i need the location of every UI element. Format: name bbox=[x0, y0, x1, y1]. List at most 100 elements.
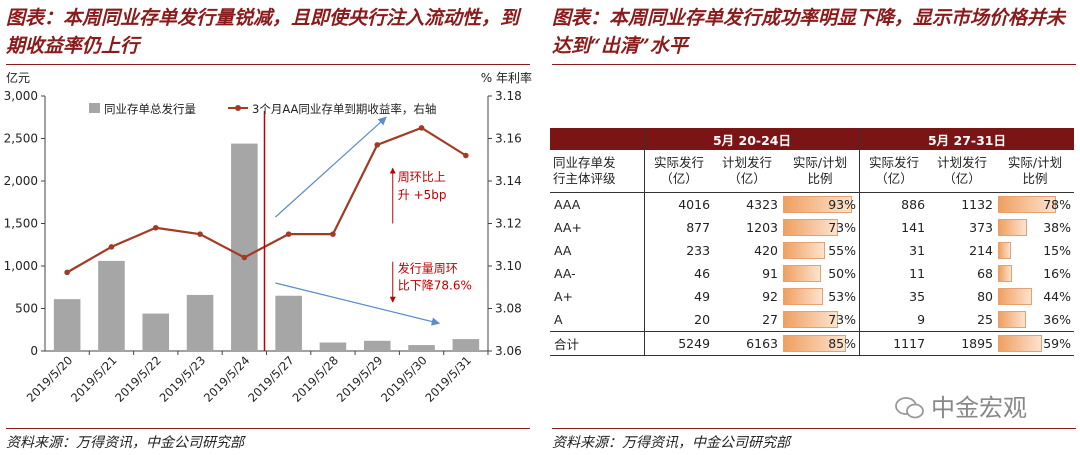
w2-actual-cell: 35 bbox=[909, 289, 926, 304]
w1-planned-cell: 4323 bbox=[746, 197, 778, 212]
w2-planned-cell: 80 bbox=[977, 289, 993, 304]
w1-planned-cell: 6163 bbox=[713, 331, 781, 356]
x-tick-label: 2019/5/24 bbox=[201, 353, 253, 405]
actual-header-1: 实际发行 （亿） bbox=[644, 150, 714, 193]
table-row: AA 233 420 55% 31 214 15% bbox=[550, 239, 1074, 262]
period-header-1: 5月 20-24日 bbox=[644, 128, 860, 150]
w1-planned-cell: 27 bbox=[762, 312, 778, 327]
issuance-bar bbox=[319, 342, 347, 351]
issuance-yield-chart: 亿元 % 年利率 0 500 1,000 1,500 2,000 2,500 3,000 3.06… bbox=[4, 70, 532, 405]
left-source: 资料来源：万得资讯，中金公司研究部 bbox=[6, 435, 244, 451]
ratio-data-bar bbox=[998, 196, 1056, 213]
right-source: 资料来源：万得资讯，中金公司研究部 bbox=[552, 435, 790, 451]
w2-planned-cell: 373 bbox=[969, 220, 993, 235]
w2-actual-cell: 9 bbox=[917, 312, 926, 327]
left-tick-label: 1,000 bbox=[4, 259, 38, 273]
ratio-value: 15% bbox=[1043, 243, 1071, 258]
ratio-value: 93% bbox=[828, 197, 856, 212]
w2-ratio-cell: 78% bbox=[996, 193, 1074, 217]
right-axis-title: % 年利率 bbox=[481, 70, 532, 85]
x-tick-label: 2019/5/27 bbox=[245, 353, 297, 405]
w1-actual-cell: 49 bbox=[694, 289, 711, 304]
issuance-bar bbox=[142, 313, 170, 351]
ratio-data-bar bbox=[998, 219, 1027, 236]
w1-actual-cell: 20 bbox=[694, 312, 711, 327]
w1-ratio-cell: 93% bbox=[780, 192, 860, 216]
rating-cell: AA- bbox=[550, 262, 645, 285]
rise-annotation-text: 周环比上 bbox=[398, 170, 446, 184]
table-row: AA- 46 91 50% 11 68 16% bbox=[550, 262, 1074, 285]
w1-actual-cell: 877 bbox=[686, 220, 711, 235]
ratio-value: 78% bbox=[1043, 197, 1071, 212]
ratio-data-bar bbox=[782, 311, 838, 328]
ratio-header-2: 实际/计划 比例 bbox=[996, 150, 1074, 193]
issuance-bar bbox=[53, 299, 81, 351]
logo-text: 中金宏观 bbox=[931, 394, 1027, 422]
x-tick-label: 2019/5/31 bbox=[422, 353, 474, 405]
right-title-rule bbox=[552, 64, 1076, 65]
ratio-data-bar bbox=[782, 196, 852, 213]
w1-planned-cell: 91 bbox=[762, 266, 778, 281]
yield-point bbox=[374, 142, 381, 148]
ratio-value: 44% bbox=[1043, 289, 1071, 304]
left-title-rule bbox=[6, 64, 530, 65]
ratio-value: 73% bbox=[828, 312, 856, 327]
ratio-data-bar bbox=[782, 242, 825, 259]
w2-planned-cell: 25 bbox=[977, 312, 993, 327]
w1-planned-cell: 92 bbox=[762, 289, 778, 304]
w2-actual-cell: 1117 bbox=[859, 331, 929, 356]
yield-point bbox=[64, 269, 70, 276]
right-table-title: 图表：本周同业存单发行成功率明显下降，显示市场价格并未达到“出清”水平 bbox=[552, 7, 1066, 57]
ratio-data-bar bbox=[782, 288, 823, 305]
fall-trend-arrow bbox=[275, 282, 441, 326]
right-source-rule bbox=[552, 428, 1076, 429]
rise-annotation-text: 升 +5bp bbox=[398, 188, 447, 202]
left-tick-label: 2,500 bbox=[4, 132, 38, 146]
w2-planned-cell: 214 bbox=[969, 243, 993, 258]
yield-point bbox=[197, 231, 203, 237]
yield-point bbox=[108, 244, 115, 250]
w2-ratio-cell: 16% bbox=[996, 262, 1074, 285]
ratio-value: 55% bbox=[828, 243, 856, 258]
rating-cell: AA bbox=[550, 239, 645, 262]
w1-actual-cell: 5249 bbox=[644, 331, 714, 356]
planned-header-2: 计划发行 （亿） bbox=[928, 150, 996, 193]
x-tick-label: 2019/5/21 bbox=[68, 353, 120, 405]
w1-actual-cell: 46 bbox=[694, 266, 711, 281]
corner-cell bbox=[550, 128, 645, 150]
left-tick-label: 2,000 bbox=[4, 174, 38, 188]
ratio-data-bar bbox=[998, 311, 1026, 328]
yield-point bbox=[152, 224, 159, 231]
yield-line bbox=[66, 126, 467, 274]
right-tick-label: 3.16 bbox=[495, 132, 522, 146]
ratio-value: 36% bbox=[1043, 312, 1071, 327]
w2-planned-cell: 1132 bbox=[961, 197, 993, 212]
drop-annotation-text: 比下降78.6% bbox=[398, 278, 472, 292]
ratio-header-1: 实际/计划 比例 bbox=[780, 150, 860, 193]
left-tick-label: 0 bbox=[30, 344, 38, 358]
issuance-bar bbox=[186, 294, 214, 351]
left-chart-title: 图表：本周同业存单发行量锐减，且即使央行注入流动性，到期收益率仍上行 bbox=[6, 7, 520, 57]
ratio-data-bar bbox=[998, 288, 1032, 305]
table-row: A+ 49 92 53% 35 80 44% bbox=[550, 285, 1074, 308]
x-tick-label: 2019/5/28 bbox=[289, 353, 341, 405]
rating-cell: A+ bbox=[550, 285, 645, 308]
legend-line-label: 3个月AA同业存单到期收益率，右轴 bbox=[252, 102, 436, 116]
w1-planned-cell: 420 bbox=[754, 243, 778, 258]
x-tick-label: 2019/5/30 bbox=[378, 353, 430, 405]
w2-ratio-cell: 36% bbox=[996, 308, 1074, 332]
w1-ratio-cell: 55% bbox=[780, 239, 860, 262]
issuance-bar bbox=[363, 340, 391, 351]
yield-point bbox=[463, 152, 469, 159]
drop-annotation-text: 发行量周环 bbox=[398, 260, 458, 275]
x-tick-label: 2019/5/29 bbox=[334, 353, 386, 405]
right-tick-label: 3.18 bbox=[495, 89, 522, 103]
period-header-2: 5月 27-31日 bbox=[859, 128, 1074, 150]
left-axis-title: 亿元 bbox=[6, 70, 30, 85]
w2-ratio-cell: 38% bbox=[996, 216, 1074, 239]
w1-ratio-cell: 73% bbox=[780, 308, 860, 332]
ratio-value: 59% bbox=[1043, 336, 1071, 351]
x-tick-label: 2019/5/22 bbox=[112, 353, 164, 405]
w2-actual-cell: 141 bbox=[901, 220, 926, 235]
x-tick-label: 2019/5/20 bbox=[24, 353, 76, 405]
